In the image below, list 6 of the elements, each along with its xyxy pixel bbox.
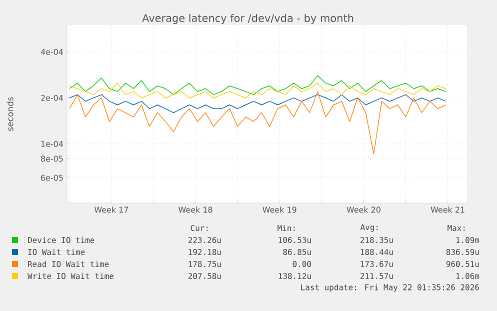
line-series: [69, 75, 446, 95]
line-series: [69, 91, 446, 154]
line-series: [69, 82, 446, 98]
y-axis-title: seconds: [6, 97, 14, 131]
chart-title: Average latency for /dev/vda - by month: [142, 14, 354, 24]
line-series: [69, 94, 446, 114]
